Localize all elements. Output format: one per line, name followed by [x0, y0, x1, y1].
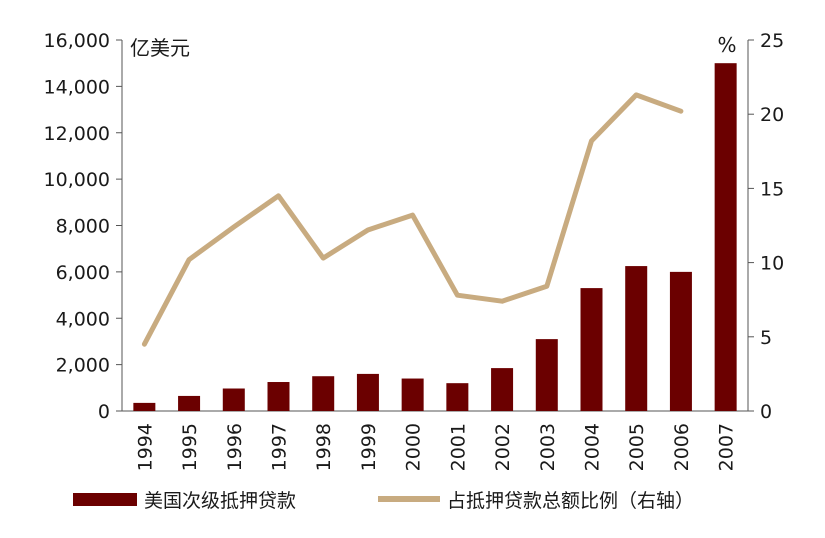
- legend-bar-label: 美国次级抵押贷款: [144, 490, 296, 512]
- right-tick-label: 20: [760, 104, 784, 126]
- bar: [222, 388, 245, 411]
- x-tick-label: 2001: [447, 423, 469, 471]
- axes: [121, 40, 749, 412]
- x-axis-tick-labels: 1994 1995 1996 1997 1998 1999 2000 2001 2002 2003…: [134, 423, 737, 471]
- x-tick-label: 1999: [358, 423, 380, 471]
- bar: [312, 376, 335, 411]
- left-tick-label: 12,000: [44, 123, 110, 145]
- bar: [580, 288, 603, 411]
- bar: [133, 402, 156, 411]
- bar: [178, 395, 201, 411]
- x-tick-label: 1998: [313, 423, 335, 471]
- bar: [491, 368, 514, 411]
- left-tick-label: 16,000: [44, 30, 110, 52]
- x-tick-label: 2000: [403, 423, 425, 471]
- x-tick-label: 1994: [134, 423, 156, 471]
- x-tick-label: 2004: [582, 423, 604, 471]
- x-tick-label: 2002: [492, 423, 514, 471]
- right-axis-unit: %: [717, 33, 736, 57]
- bar: [669, 271, 692, 411]
- left-tick-label: 4,000: [56, 308, 110, 330]
- right-tick-label: 10: [760, 253, 784, 275]
- right-tick-label: 15: [760, 178, 784, 200]
- x-tick-label: 2007: [716, 423, 738, 471]
- x-tick-label: 1995: [179, 423, 201, 471]
- left-tick-label: 6,000: [56, 262, 110, 284]
- x-tick-label: 2005: [626, 423, 648, 471]
- left-tick-label: 10,000: [44, 169, 110, 191]
- bar: [625, 266, 648, 411]
- x-tick-label: 1997: [269, 423, 291, 471]
- bar: [401, 378, 424, 411]
- x-tick-label: 2006: [671, 423, 693, 471]
- left-tick-label: 14,000: [44, 76, 110, 98]
- right-axis-ticks: 0 5 10 15 20 25: [748, 30, 784, 423]
- legend: 美国次级抵押贷款 占抵押贷款总额比例（右轴）: [73, 490, 694, 512]
- x-tick-label: 1996: [224, 423, 246, 471]
- legend-bar-swatch: [73, 493, 137, 506]
- legend-line-label: 占抵押贷款总额比例（右轴）: [447, 490, 694, 512]
- bar-series: [133, 63, 737, 411]
- x-tick-label: 2003: [537, 423, 559, 471]
- left-tick-label: 2,000: [56, 355, 110, 377]
- left-axis-unit: 亿美元: [130, 36, 190, 60]
- right-tick-label: 5: [760, 327, 772, 349]
- right-tick-label: 0: [760, 401, 772, 423]
- line-series: [141, 92, 684, 347]
- right-tick-label: 25: [760, 30, 784, 52]
- bar: [446, 383, 469, 411]
- bar: [267, 382, 290, 411]
- left-tick-label: 8,000: [56, 216, 110, 238]
- left-tick-label: 0: [98, 401, 110, 423]
- bar: [714, 63, 737, 411]
- bar: [535, 339, 558, 411]
- bar: [356, 373, 379, 411]
- left-axis-ticks: 0 2,000 4,000 6,000 8,000 10,000 12,000 14,000 1…: [44, 30, 122, 423]
